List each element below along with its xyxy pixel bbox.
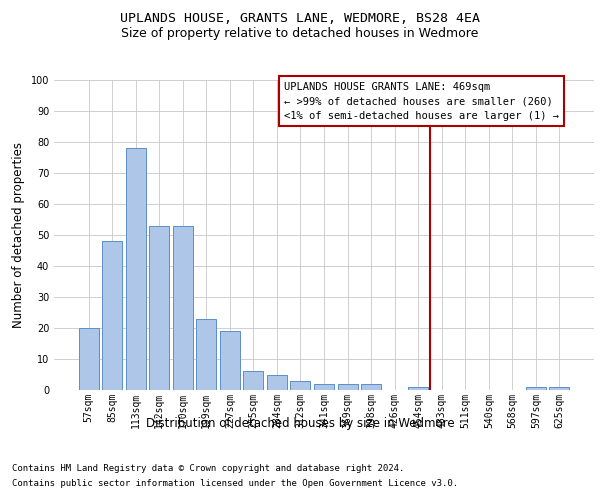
Y-axis label: Number of detached properties: Number of detached properties xyxy=(12,142,25,328)
Text: Contains public sector information licensed under the Open Government Licence v3: Contains public sector information licen… xyxy=(12,479,458,488)
Bar xyxy=(526,387,546,390)
Bar xyxy=(173,226,193,390)
Text: Distribution of detached houses by size in Wedmore: Distribution of detached houses by size … xyxy=(146,418,454,430)
Bar xyxy=(196,318,216,390)
Text: UPLANDS HOUSE GRANTS LANE: 469sqm
← >99% of detached houses are smaller (260)
<1: UPLANDS HOUSE GRANTS LANE: 469sqm ← >99%… xyxy=(284,82,559,121)
Text: Size of property relative to detached houses in Wedmore: Size of property relative to detached ho… xyxy=(121,28,479,40)
Bar xyxy=(125,148,146,390)
Bar xyxy=(290,380,310,390)
Bar xyxy=(244,372,263,390)
Text: Contains HM Land Registry data © Crown copyright and database right 2024.: Contains HM Land Registry data © Crown c… xyxy=(12,464,404,473)
Text: UPLANDS HOUSE, GRANTS LANE, WEDMORE, BS28 4EA: UPLANDS HOUSE, GRANTS LANE, WEDMORE, BS2… xyxy=(120,12,480,26)
Bar xyxy=(79,328,98,390)
Bar xyxy=(267,374,287,390)
Bar xyxy=(408,387,428,390)
Bar xyxy=(361,384,381,390)
Bar xyxy=(338,384,358,390)
Bar xyxy=(550,387,569,390)
Bar xyxy=(102,241,122,390)
Bar xyxy=(314,384,334,390)
Bar xyxy=(220,331,240,390)
Bar xyxy=(149,226,169,390)
